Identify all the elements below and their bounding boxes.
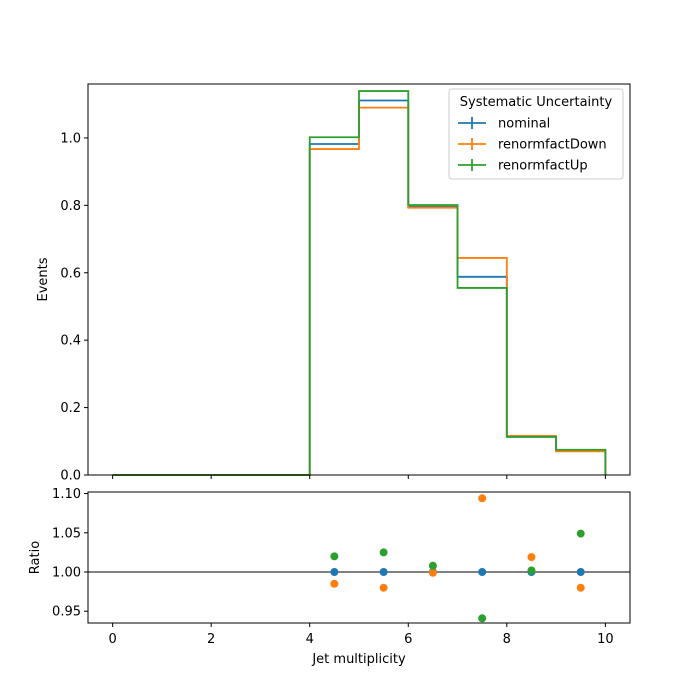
ratio-point-renormfactDown (576, 583, 585, 592)
events-axis-label: Events (36, 257, 51, 301)
ratio-point-renormfactUp (330, 552, 339, 561)
ratio-point-renormfactDown (478, 494, 487, 503)
ratio-y-tick-label: 1.10 (52, 487, 81, 502)
legend-label-nominal: nominal (498, 117, 550, 132)
events-y-tick-label: 0.0 (60, 469, 81, 484)
x-tick-label: 0 (108, 632, 116, 647)
legend-label-renormfactUp: renormfactUp (498, 159, 588, 174)
x-tick-label: 8 (503, 632, 511, 647)
legend: Systematic Uncertainty nominal renormfact… (448, 88, 624, 180)
ratio-y-tick-label: 1.00 (52, 566, 81, 581)
events-y-tick-label: 0.8 (60, 199, 81, 214)
x-tick-label: 6 (404, 632, 412, 647)
ratio-point-renormfactUp (576, 529, 585, 538)
x-tick-label: 2 (207, 632, 215, 647)
events-panel: 0.0 0.2 0.4 0.6 0.8 1.0 (60, 83, 631, 484)
events-y-tick-label: 0.6 (60, 266, 81, 281)
ratio-point-renormfactUp (428, 561, 437, 570)
x-tick-label: 4 (306, 632, 314, 647)
ratio-point-nominal (330, 568, 339, 577)
ratio-y-tick-label: 1.05 (52, 526, 81, 541)
ratio-panel: 0.95 1.00 1.05 1.10 0 2 4 6 8 10 (52, 487, 631, 647)
events-y-tick-label: 1.0 (60, 131, 81, 146)
ratio-point-nominal (478, 568, 487, 577)
ratio-point-renormfactDown (428, 568, 437, 577)
ratio-axes-frame (87, 491, 631, 624)
ratio-point-renormfactDown (379, 583, 388, 592)
legend-label-renormfactDown: renormfactDown (498, 138, 607, 153)
ratio-point-renormfactDown (527, 553, 536, 562)
events-y-tick-label: 0.4 (60, 334, 81, 349)
ratio-axis-label: Ratio (28, 541, 43, 574)
events-axes-frame (87, 83, 631, 476)
events-y-tick-label: 0.2 (60, 401, 81, 416)
ratio-point-renormfactUp (527, 566, 536, 575)
ratio-point-nominal (379, 568, 388, 577)
x-tick-label: 10 (597, 632, 614, 647)
ratio-point-renormfactDown (330, 579, 339, 588)
ratio-point-renormfactUp (379, 548, 388, 557)
legend-box (448, 88, 624, 180)
ratio-point-nominal (576, 568, 585, 577)
ratio-y-tick-label: 0.95 (52, 605, 81, 620)
ratio-point-renormfactUp (478, 614, 487, 623)
x-axis-label: Jet multiplicity (311, 652, 406, 667)
legend-title: Systematic Uncertainty (460, 95, 613, 110)
